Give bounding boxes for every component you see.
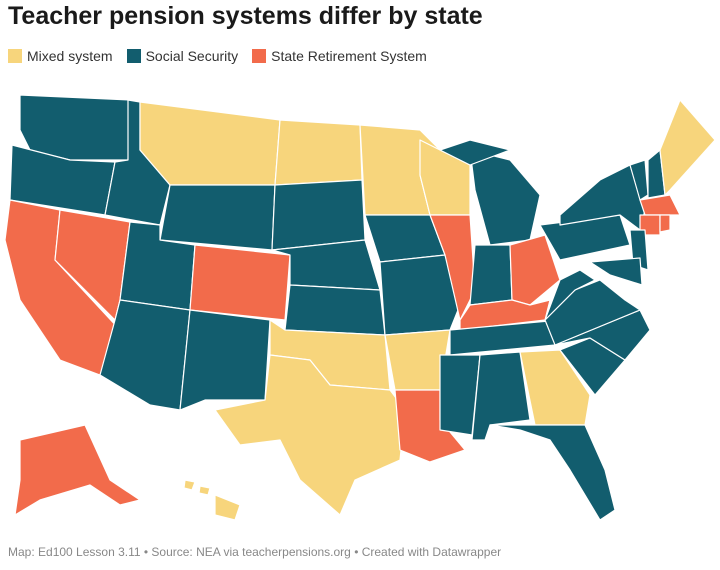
legend-item: Mixed system (8, 48, 113, 64)
state (639, 194, 681, 216)
state (214, 354, 406, 516)
state (659, 99, 716, 196)
state (509, 234, 561, 306)
state (539, 214, 631, 261)
legend-label: State Retirement System (271, 48, 427, 64)
state (139, 101, 281, 186)
state (214, 494, 241, 521)
state (198, 485, 211, 496)
state (544, 269, 596, 321)
state (439, 139, 511, 166)
state (274, 119, 363, 186)
legend-label: Mixed system (27, 48, 113, 64)
state (14, 424, 141, 516)
state (189, 244, 291, 321)
footer: Map: Ed100 Lesson 3.11 • Source: NEA via… (8, 545, 502, 559)
state (469, 149, 541, 246)
state (469, 244, 513, 306)
legend-swatch (8, 49, 22, 63)
state (179, 309, 271, 411)
legend: Mixed system Social Security State Retirem… (8, 48, 427, 64)
title: Teacher pension systems differ by state (8, 2, 483, 30)
state (159, 184, 276, 251)
legend-item: Social Security (126, 48, 239, 64)
state (19, 94, 131, 161)
state (429, 214, 476, 321)
state (659, 214, 671, 233)
legend-swatch (126, 49, 141, 63)
state (379, 254, 461, 336)
legend-item: State Retirement System (252, 48, 427, 64)
state (489, 424, 616, 521)
legend-label: Social Security (145, 48, 239, 64)
state (519, 349, 591, 426)
state (284, 284, 386, 336)
legend-swatch (252, 49, 267, 63)
state (589, 257, 643, 286)
state (183, 479, 196, 491)
state (271, 179, 366, 251)
